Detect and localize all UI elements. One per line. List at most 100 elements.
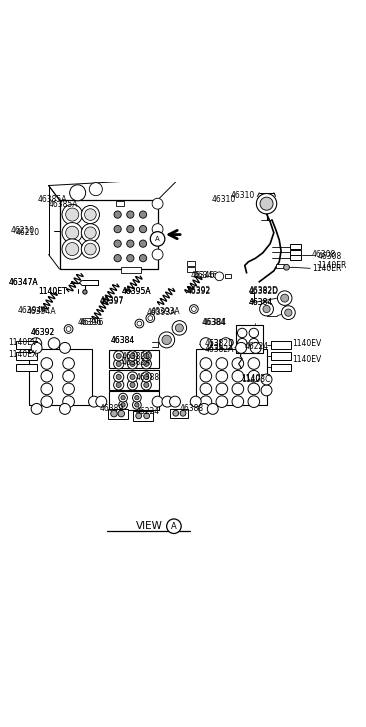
Bar [225, 274, 231, 278]
Circle shape [167, 519, 181, 534]
Text: A: A [155, 236, 160, 242]
Circle shape [81, 224, 100, 242]
Bar [16, 364, 37, 371]
Circle shape [85, 227, 96, 238]
Circle shape [135, 319, 144, 328]
Text: 11403C: 11403C [241, 374, 270, 383]
Text: 46395A: 46395A [121, 287, 151, 297]
Text: 46210: 46210 [16, 228, 40, 236]
Bar [16, 341, 37, 349]
Circle shape [118, 410, 124, 417]
Circle shape [173, 410, 179, 416]
Circle shape [121, 403, 125, 407]
Circle shape [89, 396, 100, 407]
Circle shape [111, 410, 117, 417]
Circle shape [146, 314, 155, 323]
Circle shape [175, 324, 183, 332]
Text: 46384: 46384 [249, 298, 273, 307]
Circle shape [127, 254, 134, 262]
Circle shape [261, 385, 272, 395]
Circle shape [148, 316, 153, 321]
Circle shape [256, 193, 277, 214]
Text: 46382A: 46382A [205, 345, 234, 354]
Circle shape [85, 209, 96, 220]
Circle shape [64, 325, 73, 334]
Circle shape [200, 383, 212, 395]
Circle shape [70, 185, 86, 201]
Circle shape [139, 211, 147, 218]
Circle shape [132, 401, 141, 409]
Text: 46382D: 46382D [249, 287, 279, 297]
Bar [271, 364, 291, 371]
Circle shape [190, 305, 198, 313]
Bar [108, 409, 128, 419]
Circle shape [127, 211, 134, 218]
Circle shape [135, 395, 139, 400]
Circle shape [200, 395, 212, 407]
Circle shape [83, 290, 87, 294]
Circle shape [190, 396, 201, 407]
Circle shape [248, 383, 259, 395]
Text: 46346: 46346 [190, 271, 214, 280]
Circle shape [135, 403, 139, 407]
Circle shape [238, 339, 247, 348]
Bar [196, 349, 266, 405]
Circle shape [216, 358, 228, 369]
Circle shape [119, 393, 127, 402]
Circle shape [172, 321, 187, 335]
Bar [16, 352, 37, 360]
Text: VIEW: VIEW [136, 521, 163, 531]
Circle shape [48, 338, 60, 350]
Circle shape [162, 335, 171, 345]
Circle shape [144, 361, 149, 366]
Circle shape [81, 206, 100, 224]
Text: 1140EV: 1140EV [9, 338, 38, 347]
Text: 46308: 46308 [317, 252, 341, 261]
Text: 46396: 46396 [79, 318, 104, 326]
Circle shape [139, 240, 147, 247]
Text: 46388: 46388 [179, 403, 203, 413]
Circle shape [60, 403, 70, 414]
Circle shape [260, 197, 273, 210]
Text: 1140ER: 1140ER [312, 264, 341, 273]
Circle shape [113, 371, 124, 382]
Circle shape [238, 329, 247, 338]
Circle shape [200, 370, 212, 382]
Circle shape [113, 379, 124, 390]
Circle shape [263, 305, 270, 313]
Circle shape [121, 395, 125, 400]
Circle shape [248, 358, 259, 369]
Circle shape [30, 338, 42, 350]
Circle shape [116, 374, 121, 379]
Circle shape [127, 240, 134, 247]
Circle shape [232, 358, 244, 369]
Circle shape [116, 361, 121, 366]
Circle shape [66, 226, 79, 239]
Text: 46310: 46310 [212, 195, 236, 204]
Text: 46392: 46392 [30, 329, 55, 337]
Circle shape [114, 211, 121, 218]
Circle shape [141, 351, 152, 361]
Circle shape [144, 374, 149, 379]
Circle shape [132, 393, 141, 402]
Circle shape [215, 272, 224, 281]
Circle shape [66, 243, 79, 256]
Text: 1140ER: 1140ER [317, 261, 347, 270]
Text: 1140ET: 1140ET [38, 287, 66, 297]
Text: 1140EV: 1140EV [292, 356, 321, 364]
Circle shape [281, 306, 295, 320]
Circle shape [62, 239, 82, 260]
Circle shape [232, 370, 244, 382]
Bar [109, 350, 159, 368]
Circle shape [152, 198, 163, 209]
Text: 46397: 46397 [100, 296, 124, 305]
Circle shape [216, 383, 228, 395]
Circle shape [130, 374, 135, 379]
Circle shape [62, 222, 82, 243]
Text: A: A [171, 522, 177, 531]
Circle shape [63, 395, 74, 407]
Bar [170, 409, 188, 418]
Circle shape [199, 403, 209, 414]
Text: 46392: 46392 [187, 286, 211, 295]
Bar [290, 255, 301, 260]
